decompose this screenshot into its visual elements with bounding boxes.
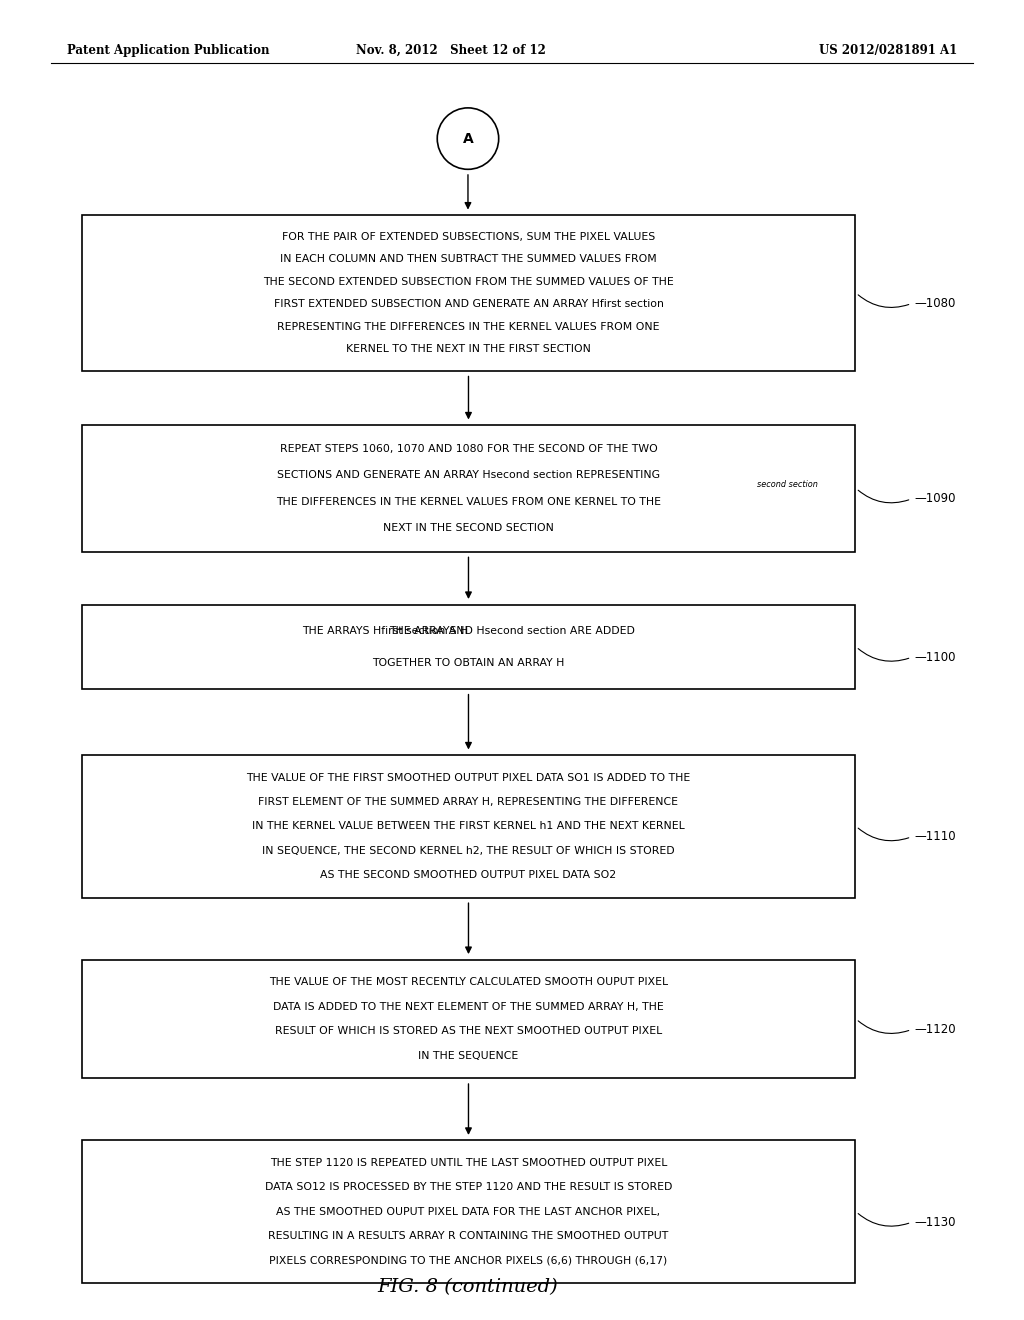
Text: A: A — [463, 132, 473, 145]
Text: RESULT OF WHICH IS STORED AS THE NEXT SMOOTHED OUTPUT PIXEL: RESULT OF WHICH IS STORED AS THE NEXT SM… — [274, 1026, 663, 1036]
Text: —1080: —1080 — [914, 297, 955, 310]
Text: REPRESENTING THE DIFFERENCES IN THE KERNEL VALUES FROM ONE: REPRESENTING THE DIFFERENCES IN THE KERN… — [278, 322, 659, 331]
Bar — [82, 1140, 855, 1283]
Bar — [82, 960, 855, 1078]
Text: —1110: —1110 — [914, 830, 956, 843]
Text: RESULTING IN A RESULTS ARRAY R CONTAINING THE SMOOTHED OUTPUT: RESULTING IN A RESULTS ARRAY R CONTAININ… — [268, 1232, 669, 1241]
Text: IN THE SEQUENCE: IN THE SEQUENCE — [419, 1051, 518, 1061]
Text: KERNEL TO THE NEXT IN THE FIRST SECTION: KERNEL TO THE NEXT IN THE FIRST SECTION — [346, 345, 591, 354]
Text: FIG. 8 (continued): FIG. 8 (continued) — [378, 1278, 558, 1296]
Text: FIRST EXTENDED SUBSECTION AND GENERATE AN ARRAY Hfirst section: FIRST EXTENDED SUBSECTION AND GENERATE A… — [273, 300, 664, 309]
Text: —1120: —1120 — [914, 1023, 956, 1036]
Text: IN EACH COLUMN AND THEN SUBTRACT THE SUMMED VALUES FROM: IN EACH COLUMN AND THEN SUBTRACT THE SUM… — [281, 255, 656, 264]
Text: IN SEQUENCE, THE SECOND KERNEL h2, THE RESULT OF WHICH IS STORED: IN SEQUENCE, THE SECOND KERNEL h2, THE R… — [262, 846, 675, 855]
Text: AS THE SECOND SMOOTHED OUTPUT PIXEL DATA SO2: AS THE SECOND SMOOTHED OUTPUT PIXEL DATA… — [321, 870, 616, 880]
Text: —1130: —1130 — [914, 1216, 956, 1229]
Text: FOR THE PAIR OF EXTENDED SUBSECTIONS, SUM THE PIXEL VALUES: FOR THE PAIR OF EXTENDED SUBSECTIONS, SU… — [282, 232, 655, 242]
Text: THE ARRAYS Hfirst section AND Hsecond section ARE ADDED: THE ARRAYS Hfirst section AND Hsecond se… — [302, 626, 635, 636]
Bar — [82, 755, 855, 898]
Text: THE DIFFERENCES IN THE KERNEL VALUES FROM ONE KERNEL TO THE: THE DIFFERENCES IN THE KERNEL VALUES FRO… — [276, 496, 660, 507]
Text: TOGETHER TO OBTAIN AN ARRAY H: TOGETHER TO OBTAIN AN ARRAY H — [373, 657, 564, 668]
Text: DATA IS ADDED TO THE NEXT ELEMENT OF THE SUMMED ARRAY H, THE: DATA IS ADDED TO THE NEXT ELEMENT OF THE… — [273, 1002, 664, 1012]
Text: THE STEP 1120 IS REPEATED UNTIL THE LAST SMOOTHED OUTPUT PIXEL: THE STEP 1120 IS REPEATED UNTIL THE LAST… — [269, 1158, 668, 1168]
Text: THE ARRAYS H: THE ARRAYS H — [389, 626, 468, 636]
Text: DATA SO12 IS PROCESSED BY THE STEP 1120 AND THE RESULT IS STORED: DATA SO12 IS PROCESSED BY THE STEP 1120 … — [265, 1183, 672, 1192]
Text: PIXELS CORRESPONDING TO THE ANCHOR PIXELS (6,6) THROUGH (6,17): PIXELS CORRESPONDING TO THE ANCHOR PIXEL… — [269, 1255, 668, 1266]
Text: THE VALUE OF THE MOST RECENTLY CALCULATED SMOOTH OUPUT PIXEL: THE VALUE OF THE MOST RECENTLY CALCULATE… — [269, 977, 668, 987]
Text: AS THE SMOOTHED OUPUT PIXEL DATA FOR THE LAST ANCHOR PIXEL,: AS THE SMOOTHED OUPUT PIXEL DATA FOR THE… — [276, 1206, 660, 1217]
Text: IN THE KERNEL VALUE BETWEEN THE FIRST KERNEL h1 AND THE NEXT KERNEL: IN THE KERNEL VALUE BETWEEN THE FIRST KE… — [252, 821, 685, 832]
Bar — [82, 215, 855, 371]
Text: FIRST ELEMENT OF THE SUMMED ARRAY H, REPRESENTING THE DIFFERENCE: FIRST ELEMENT OF THE SUMMED ARRAY H, REP… — [258, 797, 679, 807]
Text: NEXT IN THE SECOND SECTION: NEXT IN THE SECOND SECTION — [383, 523, 554, 533]
Text: THE VALUE OF THE FIRST SMOOTHED OUTPUT PIXEL DATA SO1 IS ADDED TO THE: THE VALUE OF THE FIRST SMOOTHED OUTPUT P… — [247, 772, 690, 783]
Text: REPEAT STEPS 1060, 1070 AND 1080 FOR THE SECOND OF THE TWO: REPEAT STEPS 1060, 1070 AND 1080 FOR THE… — [280, 444, 657, 454]
Text: Nov. 8, 2012   Sheet 12 of 12: Nov. 8, 2012 Sheet 12 of 12 — [355, 44, 546, 57]
Bar — [82, 605, 855, 689]
Text: US 2012/0281891 A1: US 2012/0281891 A1 — [819, 44, 957, 57]
Text: second section: second section — [757, 480, 817, 488]
Text: —1100: —1100 — [914, 651, 956, 664]
Text: SECTIONS AND GENERATE AN ARRAY Hsecond section REPRESENTING: SECTIONS AND GENERATE AN ARRAY Hsecond s… — [276, 470, 660, 480]
Text: Patent Application Publication: Patent Application Publication — [67, 44, 269, 57]
Text: —1090: —1090 — [914, 492, 956, 506]
Bar — [82, 425, 855, 552]
Text: THE SECOND EXTENDED SUBSECTION FROM THE SUMMED VALUES OF THE: THE SECOND EXTENDED SUBSECTION FROM THE … — [263, 277, 674, 286]
